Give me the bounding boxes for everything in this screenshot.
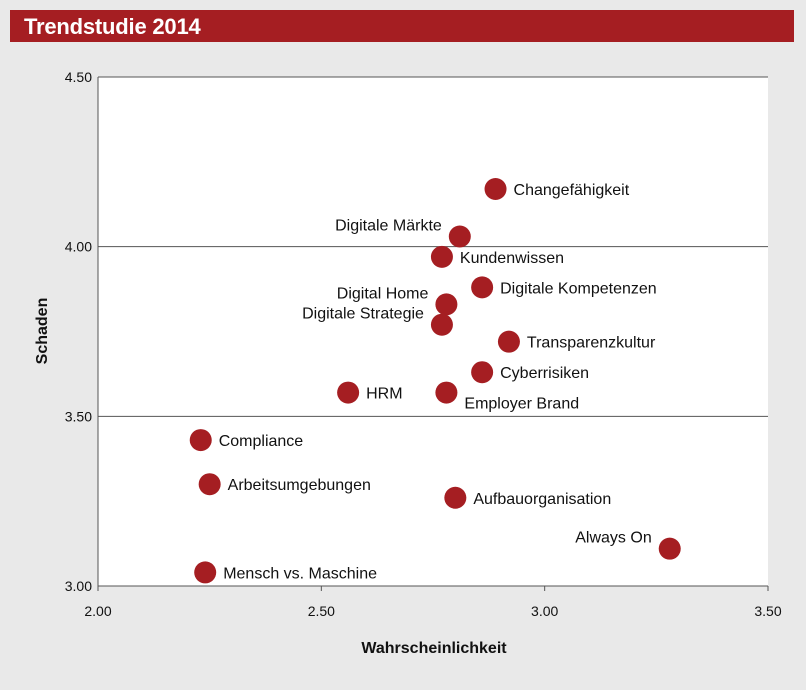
y-tick-label: 3.00 <box>65 578 92 594</box>
point-label: Digitale Märkte <box>335 217 442 234</box>
data-point <box>337 381 360 404</box>
point-label: Digitale Strategie <box>302 306 424 323</box>
point-label: Aufbauorganisation <box>473 491 611 508</box>
point-label: Always On <box>575 530 651 547</box>
data-point <box>497 330 520 353</box>
x-tick-label: 3.00 <box>531 603 558 619</box>
data-point <box>435 293 458 316</box>
data-point <box>189 429 212 452</box>
point-label: Changefähigkeit <box>514 182 630 199</box>
x-tick-label: 2.50 <box>308 603 335 619</box>
x-tick-label: 3.50 <box>754 603 781 619</box>
point-label: Employer Brand <box>464 396 579 413</box>
point-label: Arbeitsumgebungen <box>228 477 371 494</box>
point-label: Cyberrisiken <box>500 365 589 382</box>
plot-area <box>98 77 768 586</box>
y-tick-label: 4.00 <box>65 239 92 255</box>
grid-layer <box>98 76 768 587</box>
y-axis-title: Schaden <box>34 298 51 365</box>
data-point <box>430 245 453 268</box>
x-tick-label: 2.00 <box>84 603 111 619</box>
point-label: HRM <box>366 386 402 403</box>
points-layer: Changefähigkeit Digitale Märkte Kundenwiss… <box>189 177 681 584</box>
data-point <box>448 225 471 248</box>
point-label: Digitale Kompetenzen <box>500 280 657 297</box>
y-tick-label: 4.50 <box>65 69 92 85</box>
y-tick-label: 3.50 <box>65 408 92 424</box>
data-point <box>471 276 494 299</box>
axis-layer: 3.00 3.50 4.00 4.50 2.00 2.50 3.00 3.50 <box>65 69 782 619</box>
data-point <box>484 177 507 200</box>
data-point <box>198 473 221 496</box>
chart-title: Trendstudie 2014 <box>24 14 201 39</box>
point-label: Kundenwissen <box>460 250 564 267</box>
data-point <box>194 561 217 584</box>
point-label: Transparenzkultur <box>527 335 656 352</box>
data-point <box>471 361 494 384</box>
chart-header-bar: Trendstudie 2014 <box>10 10 794 42</box>
x-axis-title: Wahrscheinlichkeit <box>361 640 507 657</box>
data-point <box>658 537 681 560</box>
data-point <box>430 313 453 336</box>
point-label: Compliance <box>219 433 304 450</box>
point-label: Digital Home <box>337 285 429 302</box>
point-label: Mensch vs. Maschine <box>223 565 377 582</box>
data-point <box>444 486 467 509</box>
data-point <box>435 381 458 404</box>
